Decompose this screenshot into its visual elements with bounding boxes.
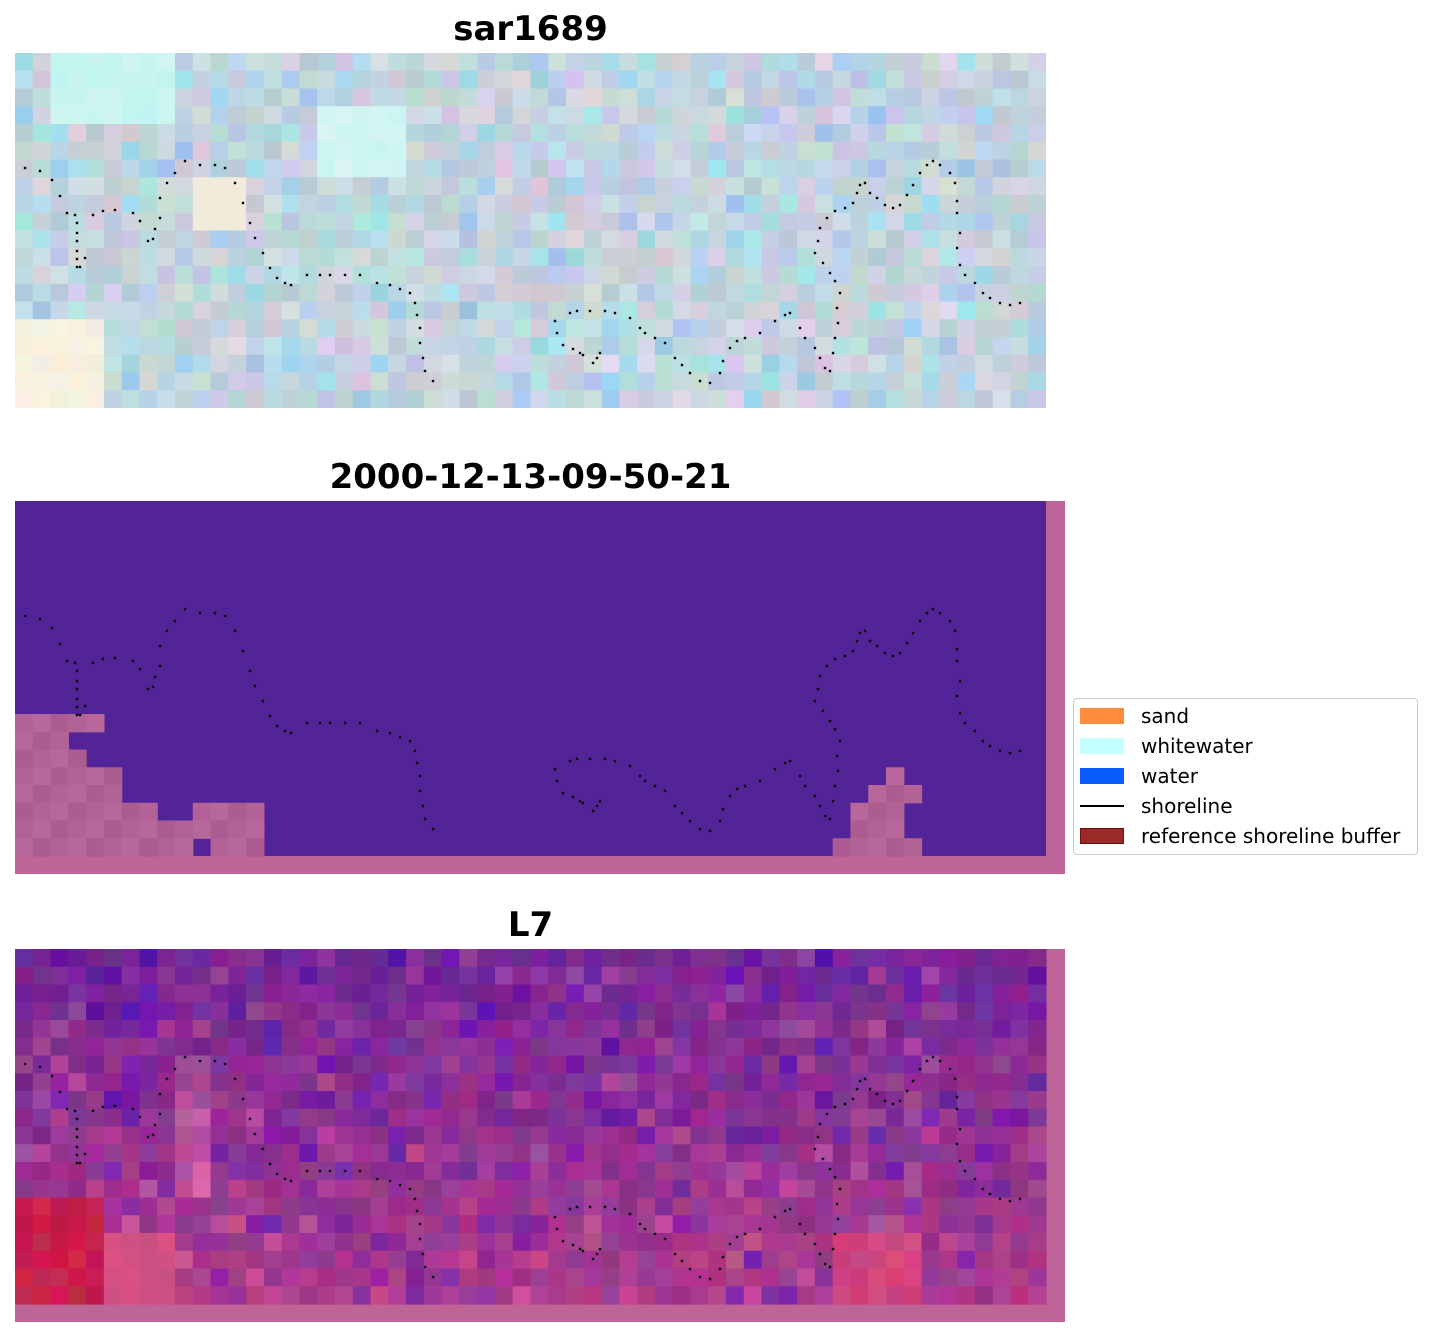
l7-image: [15, 949, 1065, 1322]
legend-item-whitewater: whitewater: [1080, 734, 1253, 758]
legend-label-whitewater: whitewater: [1141, 734, 1253, 758]
buffer-swatch: [1080, 828, 1124, 844]
legend-label-water: water: [1141, 764, 1198, 788]
panel-title-date: 2000-12-13-09-50-21: [329, 457, 732, 497]
panel-title-l7: L7: [507, 905, 554, 945]
whitewater-swatch: [1080, 738, 1124, 754]
legend-label-sand: sand: [1141, 704, 1190, 728]
classification-image: [15, 501, 1065, 874]
sand-swatch: [1080, 708, 1124, 724]
legend-item-sand: sand: [1080, 704, 1189, 728]
sar-image-panel: [15, 53, 1046, 408]
legend-item-shoreline: shoreline: [1080, 794, 1233, 818]
classification-image-panel: [15, 501, 1065, 874]
legend-item-water: water: [1080, 764, 1198, 788]
sar-image: [15, 53, 1046, 408]
panel-title-sar1689: sar1689: [453, 9, 608, 49]
l7-pixels: [15, 949, 1047, 1305]
buffer-regions: [15, 714, 923, 857]
shoreline-points: [23, 159, 1022, 385]
legend-item-reference-buffer: reference shoreline buffer: [1080, 824, 1400, 848]
sar-pixels: [15, 53, 1046, 408]
legend: sand whitewater water shoreline referenc…: [1073, 698, 1418, 855]
water-swatch: [1080, 768, 1124, 784]
shoreline-points: [23, 1055, 1022, 1281]
legend-label-shoreline: shoreline: [1141, 794, 1233, 818]
l7-image-panel: [15, 949, 1065, 1322]
shoreline-line-swatch: [1080, 805, 1124, 807]
shoreline-points: [23, 607, 1022, 833]
legend-label-reference-buffer: reference shoreline buffer: [1141, 824, 1401, 848]
